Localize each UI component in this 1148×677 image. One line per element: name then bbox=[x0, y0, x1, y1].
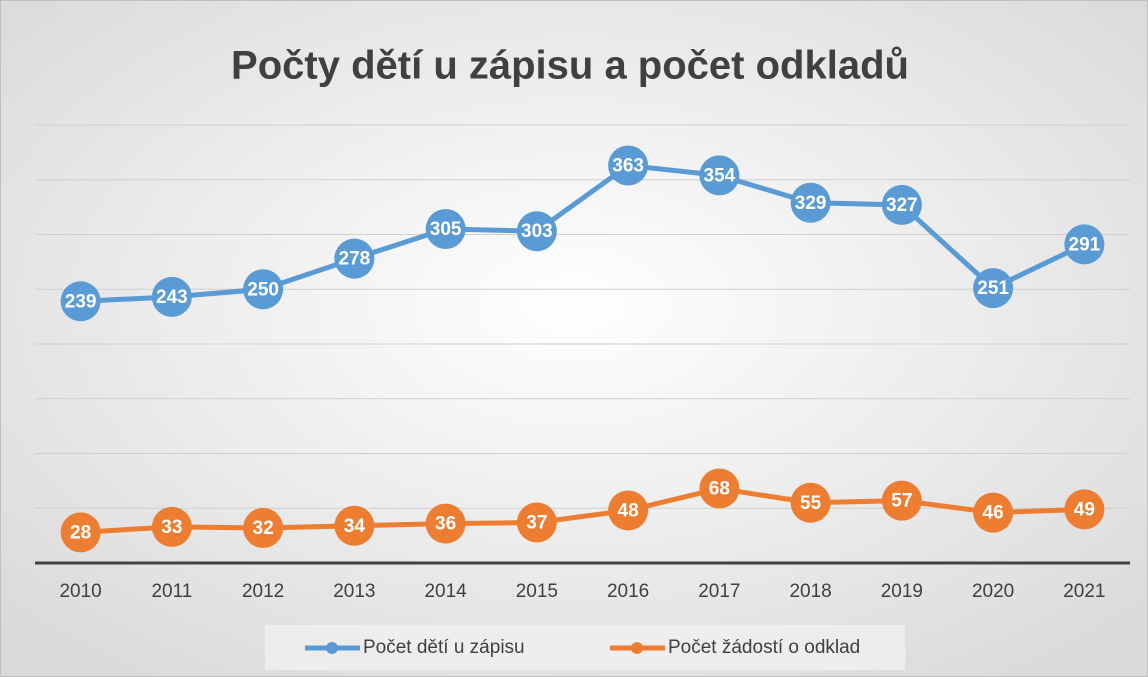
data-label: 303 bbox=[521, 221, 553, 242]
data-point bbox=[425, 503, 466, 544]
data-point bbox=[1064, 489, 1105, 530]
data-point bbox=[608, 490, 649, 531]
data-label: 243 bbox=[156, 287, 188, 308]
x-tick-label: 2016 bbox=[607, 581, 649, 602]
x-tick-label: 2011 bbox=[151, 581, 192, 602]
data-label: 36 bbox=[435, 514, 456, 535]
data-label: 46 bbox=[983, 503, 1004, 524]
data-label: 37 bbox=[526, 513, 547, 534]
x-tick-label: 2010 bbox=[59, 581, 101, 602]
data-label: 48 bbox=[618, 500, 639, 521]
data-label: 68 bbox=[709, 479, 730, 500]
data-point bbox=[334, 238, 375, 279]
data-label: 250 bbox=[247, 279, 279, 300]
legend-label: Počet dětí u zápisu bbox=[363, 637, 525, 658]
legend-marker bbox=[326, 642, 338, 654]
data-point bbox=[60, 281, 101, 322]
data-label: 239 bbox=[65, 291, 97, 312]
data-label: 363 bbox=[612, 156, 644, 177]
data-label: 55 bbox=[800, 493, 822, 514]
x-tick-label: 2018 bbox=[789, 581, 831, 602]
data-point bbox=[699, 155, 740, 196]
data-label: 49 bbox=[1074, 499, 1095, 520]
legend-box bbox=[265, 625, 905, 670]
chart-title: Počty dětí u zápisu a počet odkladů bbox=[231, 44, 909, 88]
data-point bbox=[151, 506, 192, 547]
data-point bbox=[699, 468, 740, 509]
x-tick-label: 2017 bbox=[698, 581, 740, 602]
x-tick-label: 2020 bbox=[972, 581, 1014, 602]
data-label: 33 bbox=[161, 517, 182, 538]
data-point bbox=[881, 480, 922, 521]
x-tick-label: 2015 bbox=[516, 581, 558, 602]
data-label: 354 bbox=[704, 165, 736, 186]
data-point bbox=[516, 502, 557, 543]
data-point bbox=[608, 145, 649, 186]
data-label: 291 bbox=[1069, 234, 1101, 255]
data-label: 28 bbox=[70, 522, 91, 543]
x-tick-label: 2019 bbox=[881, 581, 923, 602]
data-point bbox=[243, 507, 284, 548]
data-point bbox=[516, 211, 557, 252]
data-label: 57 bbox=[891, 491, 912, 512]
data-point bbox=[425, 209, 466, 250]
data-point bbox=[151, 276, 192, 317]
data-point bbox=[790, 482, 831, 523]
x-tick-label: 2012 bbox=[242, 581, 284, 602]
x-tick-label: 2013 bbox=[333, 581, 375, 602]
data-label: 327 bbox=[886, 195, 918, 216]
legend-label: Počet žádostí o odklad bbox=[668, 637, 860, 658]
data-point bbox=[790, 182, 831, 223]
data-label: 329 bbox=[795, 193, 827, 214]
data-label: 305 bbox=[430, 219, 462, 240]
data-point bbox=[243, 269, 284, 310]
x-tick-label: 2014 bbox=[424, 581, 467, 602]
data-point bbox=[881, 184, 922, 225]
data-point bbox=[334, 505, 375, 546]
x-tick-label: 2021 bbox=[1063, 581, 1105, 602]
legend-marker bbox=[631, 642, 643, 654]
data-label: 251 bbox=[977, 278, 1009, 299]
data-label: 32 bbox=[253, 518, 274, 539]
data-label: 278 bbox=[339, 249, 371, 270]
data-label: 34 bbox=[344, 516, 366, 537]
data-point bbox=[973, 268, 1014, 309]
data-point bbox=[1064, 224, 1105, 265]
data-point bbox=[60, 512, 101, 553]
data-point bbox=[973, 492, 1014, 533]
